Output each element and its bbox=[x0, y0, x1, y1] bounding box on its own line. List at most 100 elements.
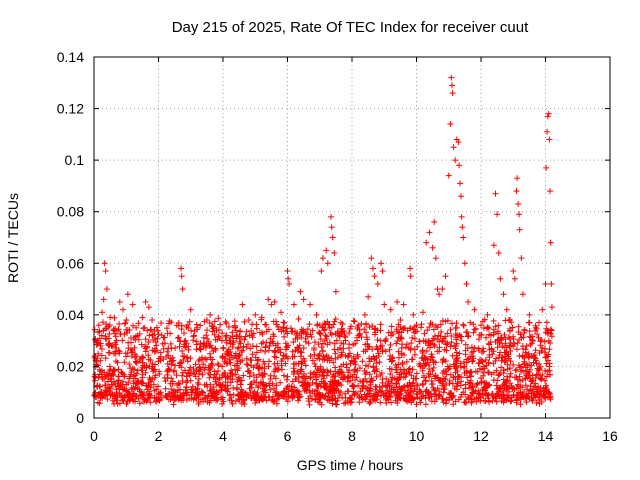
data-point bbox=[460, 321, 467, 328]
data-point bbox=[172, 388, 179, 395]
data-point bbox=[187, 377, 194, 384]
data-point bbox=[536, 319, 543, 326]
data-point bbox=[547, 371, 554, 378]
data-point bbox=[263, 339, 270, 346]
data-point bbox=[490, 317, 497, 324]
data-point bbox=[463, 280, 470, 287]
data-point bbox=[458, 213, 465, 220]
data-point bbox=[458, 391, 465, 398]
data-point bbox=[526, 328, 533, 335]
data-point bbox=[532, 347, 539, 354]
data-point bbox=[175, 380, 182, 387]
data-point bbox=[407, 265, 414, 272]
data-point bbox=[543, 164, 550, 171]
data-point bbox=[514, 175, 521, 182]
data-point bbox=[352, 376, 359, 383]
data-point bbox=[328, 213, 335, 220]
data-point bbox=[548, 280, 555, 287]
data-point bbox=[533, 360, 540, 367]
data-point bbox=[395, 394, 402, 401]
data-point bbox=[98, 346, 105, 353]
data-point bbox=[522, 364, 529, 371]
data-point bbox=[484, 311, 491, 318]
data-point bbox=[428, 377, 435, 384]
data-point bbox=[227, 379, 234, 386]
data-point bbox=[255, 397, 262, 404]
data-point bbox=[336, 333, 343, 340]
x-tick-label: 0 bbox=[90, 428, 98, 444]
data-point bbox=[483, 391, 490, 398]
data-point bbox=[265, 347, 272, 354]
data-point bbox=[154, 383, 161, 390]
data-point bbox=[297, 288, 304, 295]
data-point bbox=[498, 395, 505, 402]
data-point bbox=[119, 378, 126, 385]
data-point bbox=[133, 379, 140, 386]
data-point bbox=[128, 346, 135, 353]
data-point bbox=[534, 388, 541, 395]
data-point bbox=[183, 384, 190, 391]
data-point bbox=[250, 364, 257, 371]
data-point bbox=[149, 365, 156, 372]
data-point bbox=[406, 379, 413, 386]
data-point bbox=[114, 359, 121, 366]
data-point bbox=[99, 319, 106, 326]
data-point bbox=[362, 394, 369, 401]
data-point bbox=[501, 396, 508, 403]
data-point bbox=[484, 369, 491, 376]
data-point bbox=[179, 286, 186, 293]
data-point bbox=[283, 343, 290, 350]
data-point bbox=[334, 346, 341, 353]
data-point bbox=[457, 180, 464, 187]
data-point bbox=[477, 365, 484, 372]
data-point bbox=[522, 349, 529, 356]
data-point bbox=[427, 320, 434, 327]
data-point bbox=[102, 268, 109, 275]
data-point bbox=[414, 391, 421, 398]
data-point bbox=[95, 329, 102, 336]
chart-title: Day 215 of 2025, Rate Of TEC Index for r… bbox=[172, 19, 529, 36]
data-point bbox=[274, 392, 281, 399]
data-point bbox=[507, 339, 514, 346]
data-point bbox=[277, 349, 284, 356]
data-point bbox=[461, 260, 468, 267]
data-point bbox=[91, 390, 98, 397]
data-point bbox=[452, 360, 459, 367]
data-point bbox=[142, 369, 149, 376]
data-point bbox=[373, 373, 380, 380]
data-point bbox=[387, 370, 394, 377]
data-point bbox=[265, 358, 272, 365]
data-point bbox=[308, 395, 315, 402]
data-point bbox=[515, 362, 522, 369]
data-point bbox=[200, 361, 207, 368]
data-point bbox=[490, 369, 497, 376]
data-point bbox=[465, 298, 472, 305]
data-point bbox=[544, 330, 551, 337]
y-tick-label: 0.02 bbox=[57, 358, 84, 374]
data-point bbox=[102, 355, 109, 362]
data-point bbox=[101, 382, 108, 389]
data-point bbox=[468, 344, 475, 351]
data-point bbox=[334, 379, 341, 386]
data-point bbox=[149, 331, 156, 338]
data-point bbox=[493, 398, 500, 405]
data-point bbox=[547, 340, 554, 347]
data-point bbox=[168, 345, 175, 352]
data-point bbox=[425, 362, 432, 369]
data-point bbox=[186, 318, 193, 325]
data-point bbox=[412, 375, 419, 382]
data-point bbox=[228, 367, 235, 374]
data-point bbox=[218, 387, 225, 394]
data-point bbox=[147, 326, 154, 333]
data-point bbox=[255, 356, 262, 363]
data-point bbox=[357, 388, 364, 395]
data-point bbox=[188, 327, 195, 334]
data-point bbox=[101, 260, 108, 267]
data-point bbox=[405, 344, 412, 351]
data-point bbox=[230, 384, 237, 391]
data-point bbox=[410, 311, 417, 318]
data-point bbox=[111, 395, 118, 402]
data-point bbox=[436, 338, 443, 345]
data-point bbox=[422, 377, 429, 384]
